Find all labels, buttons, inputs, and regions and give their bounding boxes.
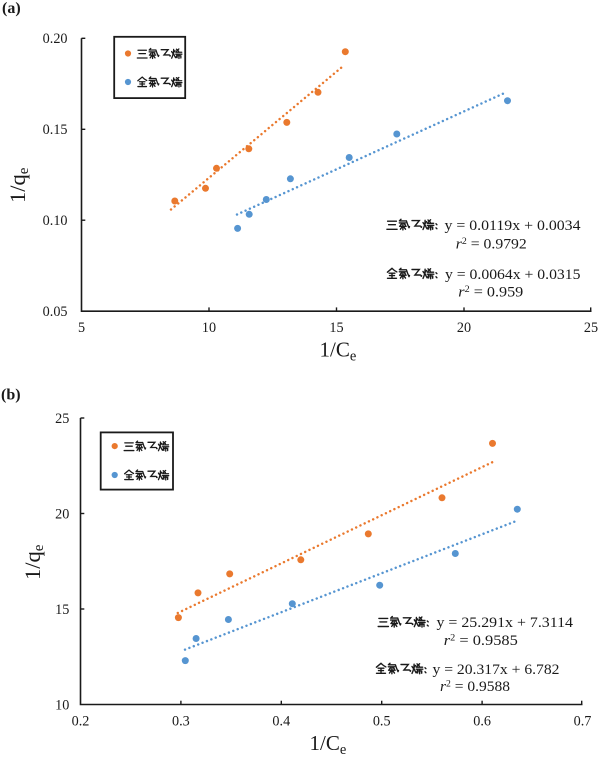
svg-text:0.2: 0.2 bbox=[72, 713, 90, 729]
svg-text:0.4: 0.4 bbox=[272, 713, 290, 729]
svg-text:0.6: 0.6 bbox=[473, 713, 491, 729]
svg-text:15: 15 bbox=[55, 602, 69, 618]
svg-text:y = 20.317x + 6.782: y = 20.317x + 6.782 bbox=[433, 661, 560, 678]
svg-text:20: 20 bbox=[55, 506, 69, 522]
svg-text:0.3: 0.3 bbox=[172, 713, 190, 729]
svg-text:r2 = 0.9585: r2 = 0.9585 bbox=[444, 632, 518, 649]
svg-text:0.05: 0.05 bbox=[43, 304, 68, 320]
svg-text:(b): (b) bbox=[1, 386, 21, 403]
svg-text:0.10: 0.10 bbox=[43, 213, 68, 229]
svg-text:20: 20 bbox=[457, 320, 471, 336]
svg-text:r2 = 0.9588: r2 = 0.9588 bbox=[440, 678, 510, 695]
svg-text:0.20: 0.20 bbox=[43, 31, 68, 47]
svg-text:0.7: 0.7 bbox=[574, 713, 592, 729]
svg-text:25: 25 bbox=[584, 320, 598, 336]
svg-text:r2 = 0.9792: r2 = 0.9792 bbox=[456, 236, 527, 253]
svg-text:0.15: 0.15 bbox=[43, 122, 68, 138]
svg-text:y = 25.291x + 7.3114: y = 25.291x + 7.3114 bbox=[437, 614, 574, 631]
svg-text:10: 10 bbox=[202, 320, 216, 336]
svg-text:5: 5 bbox=[78, 320, 85, 336]
svg-text:15: 15 bbox=[329, 320, 343, 336]
svg-text:10: 10 bbox=[55, 697, 69, 713]
svg-text:y = 0.0064x + 0.0315: y = 0.0064x + 0.0315 bbox=[445, 266, 581, 283]
svg-text:0.5: 0.5 bbox=[373, 713, 391, 729]
svg-text:y = 0.0119x + 0.0034: y = 0.0119x + 0.0034 bbox=[445, 217, 581, 234]
svg-text:25: 25 bbox=[55, 411, 69, 427]
svg-text:(a): (a) bbox=[2, 0, 21, 17]
svg-text:r2 = 0.959: r2 = 0.959 bbox=[458, 284, 523, 301]
svg-text:1/qe: 1/qe bbox=[20, 544, 47, 580]
